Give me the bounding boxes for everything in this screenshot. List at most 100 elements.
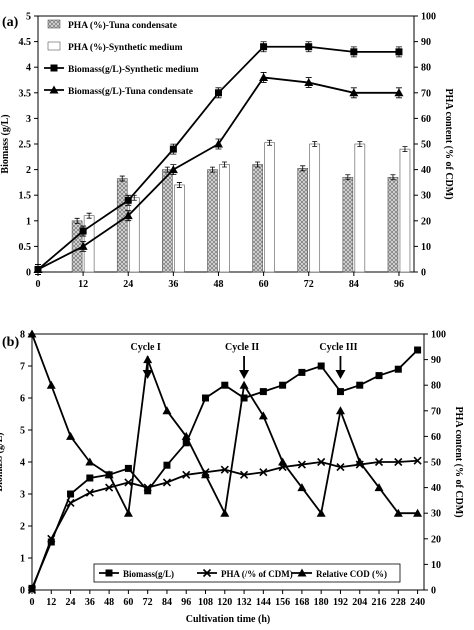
y-tick-label: 1.5 [19,191,32,202]
y2-tick-label: 100 [431,330,446,341]
x-tick-label: 132 [237,597,252,608]
point-pha-of-cdm [66,498,75,508]
legend-entry: Biomass(g/L)-Synthetic medium [68,64,199,75]
point-biomass-g-l [67,490,75,498]
y2-tick-label: 90 [421,37,431,48]
x-tick-label: 12 [46,597,56,608]
x-tick-label: 96 [394,279,404,290]
x-tick-label: 144 [256,597,271,608]
point-biomass-g-l-tuna-condensate [123,211,133,220]
point-pha-of-cdm [374,457,384,467]
y-tick-label: 4 [20,458,25,469]
x-tick-label: 84 [162,597,172,608]
error-bar [390,174,396,181]
y2-tick-label: 30 [421,191,431,202]
point-relative-cod [413,508,423,517]
point-biomass-g-l [182,439,190,447]
x-tick-label: 168 [294,597,309,608]
point-biomass-g-l [375,372,383,380]
x-tick-label: 72 [304,279,314,290]
point-biomass-g-l-synthetic-medium [214,89,222,97]
point-pha-of-cdm [413,456,422,465]
error-bar [345,174,351,181]
point-biomass-g-l-synthetic-medium [305,43,313,51]
y2-tick-label: 20 [421,216,431,227]
bar-synthetic [264,142,275,273]
bar-synthetic [354,143,366,273]
point-pha-of-cdm [105,483,114,492]
y2-tick-label: 40 [421,165,431,176]
error-bar [164,166,170,173]
bar-tuna [116,178,128,273]
point-biomass-g-l-tuna-condensate [259,72,269,81]
cycle-label: Cycle III [319,342,357,353]
error-bar [255,161,261,168]
cycle-label: Cycle II [225,342,259,353]
point-relative-cod [335,406,345,415]
point-pha-of-cdm [162,478,172,487]
point-relative-cod [316,508,326,517]
x-tick-label: 84 [349,279,359,290]
point-relative-cod [278,457,288,466]
point-biomass-g-l [240,394,248,402]
point-pha-of-cdm [27,585,37,595]
point-biomass-g-l [163,461,171,469]
y-tick-label: 3 [26,114,31,125]
point-relative-cod [66,431,76,440]
point-biomass-g-l [356,381,364,389]
point-pha-of-cdm [259,468,268,477]
error-bar [209,166,215,173]
point-biomass-g-l-tuna-condensate [33,264,43,273]
y2-tick-label: 0 [431,586,436,597]
x-tick-label: 120 [217,597,232,608]
x-tick-label: 24 [66,597,76,608]
point-biomass-g-l-tuna-condensate [168,165,178,174]
y-tick-label: 5 [26,12,31,23]
point-biomass-g-l [221,381,229,389]
point-biomass-g-l [279,381,287,389]
x-tick-label: 216 [372,597,387,608]
x-tick-label: 36 [85,597,95,608]
legend-box [93,563,401,583]
y-tick-label: 2 [26,165,31,176]
y-tick-label: 6 [20,394,25,405]
legend-entry: PHA (%)-Tuna condensate [68,20,177,31]
point-biomass-g-l-synthetic-medium [169,145,177,153]
y2-tick-label: 80 [421,63,431,74]
x-tick-label: 60 [259,279,269,290]
point-pha-of-cdm [124,478,133,487]
y2-tick-label: 60 [421,114,431,125]
y2-tick-label: 10 [431,560,441,571]
y2-tick-label: 90 [431,355,441,366]
point-biomass-g-l-synthetic-medium [260,43,268,51]
panel-label: (a) [2,15,19,30]
point-biomass-g-l-tuna-condensate [304,78,314,87]
point-biomass-g-l [47,538,55,546]
y2-tick-label: 70 [431,406,441,417]
y-tick-label: 3 [20,490,25,501]
point-biomass-g-l [86,474,94,482]
bar-synthetic [399,148,411,273]
point-relative-cod [239,380,249,389]
legend-marker [105,569,113,577]
y2-tick-label: 100 [421,12,436,23]
point-relative-cod [258,411,268,420]
point-relative-cod [220,508,230,517]
cycle-arrow-head [239,370,250,379]
point-pha-of-cdm [336,463,345,472]
y2-tick-label: 10 [421,242,431,253]
bar-tuna [162,169,173,273]
y2-tick-label: 50 [421,140,431,151]
point-pha-of-cdm [240,470,249,479]
legend-entry: PHA (%)-Synthetic medium [68,42,183,53]
y-tick-label: 1 [26,216,31,227]
bar-synthetic [219,164,230,273]
point-biomass-g-l-synthetic-medium [79,227,87,235]
y2-tick-label: 80 [431,381,441,392]
point-biomass-g-l [336,388,344,396]
y2-axis-label: PHA content (% of CDM) [453,406,464,517]
y2-tick-label: 50 [431,458,441,469]
y2-tick-label: 70 [421,88,431,99]
